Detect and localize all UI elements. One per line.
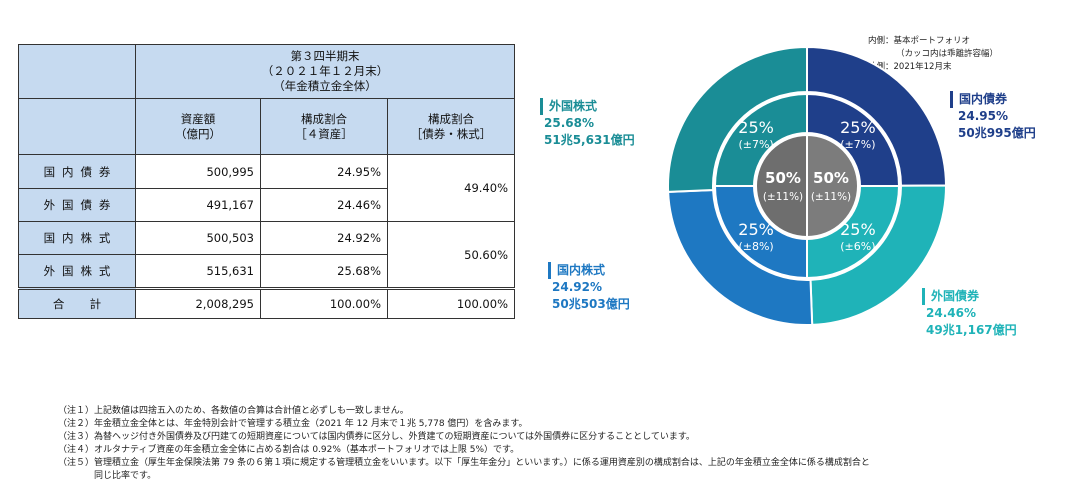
total-amount: 2,008,295 [135, 287, 261, 319]
footnote: （注５）管理積立金（厚生年金保険法第 79 条の６第１項に規定する管理積立金をい… [58, 458, 870, 468]
callout-name: 外国株式 [540, 98, 603, 115]
legend-inner-note: （カッコ内は乖離許容幅） [896, 49, 999, 59]
row-label: 外国株式 [18, 254, 136, 289]
row-share: 25.68% [260, 254, 388, 289]
row-share: 24.46% [260, 188, 388, 222]
callout-name: 国内株式 [548, 262, 611, 279]
share4-header: 構成割合 ［４資産］ [260, 98, 388, 155]
legend-outer: 外側：2021年12月末 [868, 62, 952, 72]
table-row: 外国債券 491,167 24.46% [18, 188, 515, 222]
footnote: 同じ比率です。 [58, 471, 157, 481]
allocation-table: 第３四半期末 （２０２１年１２月末） （年金積立金全体） 資産額 （億円） 構成… [18, 44, 515, 319]
center-pct-label: 50% [813, 169, 849, 187]
table-row: 国内債券 500,995 24.95% 49.40% [18, 154, 515, 222]
row-share: 24.95% [260, 154, 388, 189]
table-corner [18, 44, 136, 99]
row-label: 外国債券 [18, 188, 136, 222]
callout-name: 外国債券 [922, 288, 985, 305]
portfolio-donut-chart: 25%(±7%)25%(±6%)25%(±8%)25%(±7%)50%(±11%… [667, 45, 948, 326]
callout-domestic-bonds: 国内債券 24.95% 50兆995億円 [950, 91, 1036, 142]
callout-domestic-stocks: 国内株式 24.92% 50兆503億円 [548, 262, 630, 313]
inner-ring-slice-1 [806, 185, 901, 280]
callout-amount: 49兆1,167億円 [926, 323, 1017, 337]
footnotes: （注１）上記数値は四捨五入のため、各数値の合算は合計値と必ずしも一致しません。 … [58, 405, 870, 483]
inner-ring-slice-2 [713, 185, 808, 280]
total-row: 合 計 2,008,295 100.00% 100.00% [18, 287, 515, 319]
footnote: （注２）年金積立金全体とは、年金特別会計で管理する積立金（2021 年 12 月… [58, 419, 528, 429]
table-row: 外国株式 515,631 25.68% [18, 254, 515, 289]
center-range-label: (±11%) [811, 191, 851, 203]
inner-pct-label: 25% [738, 220, 774, 239]
callout-foreign-bonds: 外国債券 24.46% 49兆1,167億円 [922, 288, 1017, 339]
share2-header: 構成割合 ［債券・株式］ [387, 98, 515, 155]
row-amount: 500,503 [135, 221, 261, 255]
center-slice-1 [755, 133, 808, 239]
center-range-label: (±11%) [763, 191, 803, 203]
amount-header-label: 資産額 [180, 111, 216, 126]
callout-foreign-stocks: 外国株式 25.68% 51兆5,631億円 [540, 98, 635, 149]
allocation-table-container: 第３四半期末 （２０２１年１２月末） （年金積立金全体） 資産額 （億円） 構成… [18, 44, 515, 319]
total-share2: 100.00% [387, 287, 515, 319]
amount-header: 資産額 （億円） [135, 98, 261, 155]
bonds-share: 49.40% [387, 154, 515, 222]
table-row: 国内株式 500,503 24.92% 50.60% [18, 221, 515, 289]
footnote: （注４）オルタナティブ資産の年金積立金全体に占める割合は 0.92%（基本ポート… [58, 445, 520, 455]
inner-range-label: (±7%) [840, 138, 875, 151]
share4-header-label: 構成割合 [301, 111, 347, 126]
inner-range-label: (±7%) [738, 138, 773, 151]
inner-range-label: (±8%) [738, 240, 773, 253]
inner-ring-slice-3 [713, 92, 808, 187]
share2-header-label: 構成割合 [428, 111, 474, 126]
period-date: （２０２１年１２月末） [261, 64, 389, 79]
row-amount: 491,167 [135, 188, 261, 222]
period-title: 第３四半期末 [290, 49, 360, 64]
row-amount: 500,995 [135, 154, 261, 189]
total-share: 100.00% [260, 287, 388, 319]
legend-inner: 内側：基本ポートフォリオ [868, 36, 971, 46]
row-label: 国内株式 [18, 221, 136, 255]
outer-ring-slice-3 [667, 45, 808, 193]
share4-header-sub: ［４資産］ [295, 126, 353, 141]
center-slice-0 [806, 133, 859, 239]
total-label: 合 計 [18, 287, 136, 319]
inner-pct-label: 25% [840, 118, 876, 137]
footnote: （注３）為替ヘッジ付き外国債券及び円建ての短期資産については国内債券に区分し、外… [58, 432, 695, 442]
chart-legend: 内側：基本ポートフォリオ （カッコ内は乖離許容幅） 外側：2021年12月末 [868, 35, 998, 74]
footnote: （注１）上記数値は四捨五入のため、各数値の合算は合計値と必ずしも一致しません。 [58, 406, 409, 416]
share2-header-sub: ［債券・株式］ [410, 126, 492, 141]
period-scope: （年金積立金全体） [273, 78, 377, 93]
callout-amount: 50兆503億円 [552, 297, 630, 311]
callout-amount: 51兆5,631億円 [544, 133, 635, 147]
inner-ring-slice-0 [806, 92, 901, 187]
inner-pct-label: 25% [840, 220, 876, 239]
inner-pct-label: 25% [738, 118, 774, 137]
row-label: 国内債券 [18, 154, 136, 189]
period-header: 第３四半期末 （２０２１年１２月末） （年金積立金全体） [135, 44, 515, 99]
callout-pct: 24.46% [926, 306, 976, 320]
callout-name: 国内債券 [950, 91, 1013, 108]
label-header [18, 98, 136, 155]
stocks-share: 50.60% [387, 221, 515, 289]
callout-pct: 24.95% [958, 109, 1008, 123]
row-share: 24.92% [260, 221, 388, 255]
callout-amount: 50兆995億円 [958, 126, 1036, 140]
amount-header-unit: （億円） [175, 126, 221, 141]
row-amount: 515,631 [135, 254, 261, 289]
callout-pct: 25.68% [544, 116, 594, 130]
callout-pct: 24.92% [552, 280, 602, 294]
inner-range-label: (±6%) [840, 240, 875, 253]
center-pct-label: 50% [765, 169, 801, 187]
